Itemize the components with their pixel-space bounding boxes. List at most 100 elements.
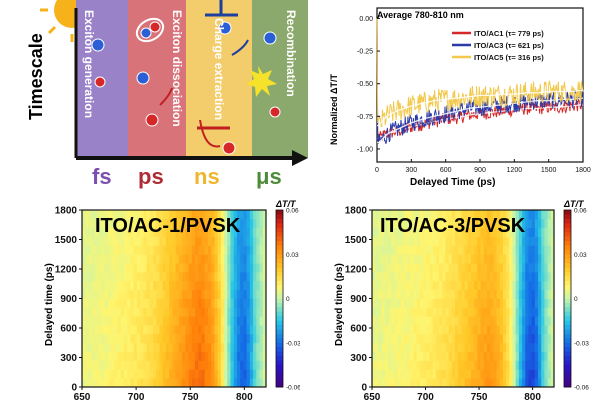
heatmap-cell: [419, 289, 424, 299]
heatmap-cell: [85, 351, 89, 361]
heatmap-cell: [91, 245, 96, 255]
heatmap-cell: [477, 280, 481, 291]
heatmap-cell: [198, 333, 202, 344]
heatmap-cell: [224, 351, 228, 361]
heatmap-cell: [211, 351, 215, 361]
heatmap-cell: [149, 298, 154, 308]
heatmap-cell: [499, 227, 504, 237]
heatmap-cell: [117, 316, 122, 326]
heatmap-cell: [153, 280, 157, 291]
heatmap-cell: [525, 227, 529, 237]
heatmap-cell: [175, 316, 180, 326]
heatmap-cell: [423, 280, 427, 291]
heatmap-cell: [419, 245, 424, 255]
heatmap-cell: [381, 333, 386, 344]
heatmap-cell: [448, 280, 453, 291]
heatmap-cell: [387, 298, 392, 308]
heatmap-cell: [130, 236, 135, 246]
heatmap-cell: [435, 289, 440, 299]
heatmap-cell: [159, 280, 164, 291]
heatmap-cell: [525, 210, 529, 220]
heatmap-cell: [442, 307, 446, 317]
heatmap-cell: [94, 369, 99, 379]
heatmap-cell: [146, 245, 151, 255]
heatmap-cell: [486, 254, 491, 264]
heatmap-cell: [240, 333, 244, 344]
heatmap-cell: [149, 218, 154, 229]
heatmap-cell: [214, 360, 218, 370]
heatmap-cell: [82, 280, 86, 291]
colorbar-segment: [564, 227, 571, 233]
heatmap-cell: [224, 333, 228, 344]
heatmap-cell: [448, 236, 453, 246]
heatmap-cell: [256, 378, 260, 388]
heatmap-cell: [188, 245, 193, 255]
heatmap-cell: [253, 254, 257, 264]
heatmap-cell: [426, 210, 430, 220]
heatmap-cell: [178, 298, 183, 308]
heatmap-cell: [467, 280, 472, 291]
heatmap-cell: [474, 263, 478, 273]
heatmap-cell: [182, 210, 186, 220]
heatmap-cell: [455, 280, 459, 291]
heatmap-cell: [515, 351, 520, 361]
heatmap-cell: [262, 227, 267, 237]
heatmap-cell: [136, 280, 141, 291]
heatmap-cell: [429, 236, 434, 246]
heatmap-cell: [194, 254, 199, 264]
heatmap-cell: [198, 280, 202, 291]
hole-icon: [222, 141, 236, 155]
heatmap-cell: [133, 369, 138, 379]
heatmap-cell: [480, 342, 485, 352]
heatmap-cell: [442, 236, 446, 246]
heatmap-cell: [467, 236, 472, 246]
heatmap-cell: [146, 316, 151, 326]
colorbar-segment: [564, 338, 571, 344]
heatmap-cell: [432, 360, 437, 370]
heatmap-cell: [499, 342, 504, 352]
heatmap-cell: [201, 245, 206, 255]
heatmap-cell: [149, 280, 154, 291]
heatmap-cell: [162, 289, 167, 299]
heatmap-cell: [117, 298, 122, 308]
heatmap-cell: [211, 333, 215, 344]
heatmap-cell: [220, 316, 225, 326]
heatmap-cell: [120, 289, 125, 299]
heatmap-cell: [423, 333, 427, 344]
heatmap-cell: [384, 325, 389, 335]
heatmap-cell: [127, 289, 131, 299]
heatmap-cell: [455, 210, 459, 220]
heatmap-cell: [525, 254, 529, 264]
heatmap-cell: [538, 307, 542, 317]
colorbar-segment: [564, 280, 571, 286]
heatmap-cell: [410, 342, 414, 352]
heatmap-cell: [85, 360, 89, 370]
colorbar-frame: [563, 209, 572, 388]
heatmap-cell: [432, 378, 437, 388]
heatmap-cell: [470, 254, 475, 264]
heatmap-cell: [375, 245, 379, 255]
heatmap-cell: [528, 325, 533, 335]
heatmap-cell: [467, 298, 472, 308]
heatmap-cell: [506, 236, 510, 246]
heatmap-cell: [378, 271, 382, 282]
heatmap-cell: [82, 263, 86, 273]
heatmap-cell: [528, 360, 533, 370]
heatmap-cell: [120, 236, 125, 246]
heatmap-cell: [413, 351, 418, 361]
heatmap-cell: [518, 210, 523, 220]
heatmap-cell: [182, 245, 186, 255]
heatmap-y-tick-label: 300: [60, 353, 77, 364]
heatmap-cell: [372, 263, 376, 273]
heatmap-cell: [117, 280, 122, 291]
heatmap-cell: [172, 333, 177, 344]
heatmap-cell: [211, 378, 215, 388]
heatmap-cell: [117, 307, 122, 317]
heatmap-cell: [149, 342, 154, 352]
colorbar-segment: [276, 338, 283, 344]
heatmap-cell: [246, 325, 251, 335]
heatmap-cell: [458, 307, 462, 317]
heatmap-cell: [407, 325, 411, 335]
heatmap-cell: [175, 236, 180, 246]
heatmap-cell: [140, 316, 144, 326]
